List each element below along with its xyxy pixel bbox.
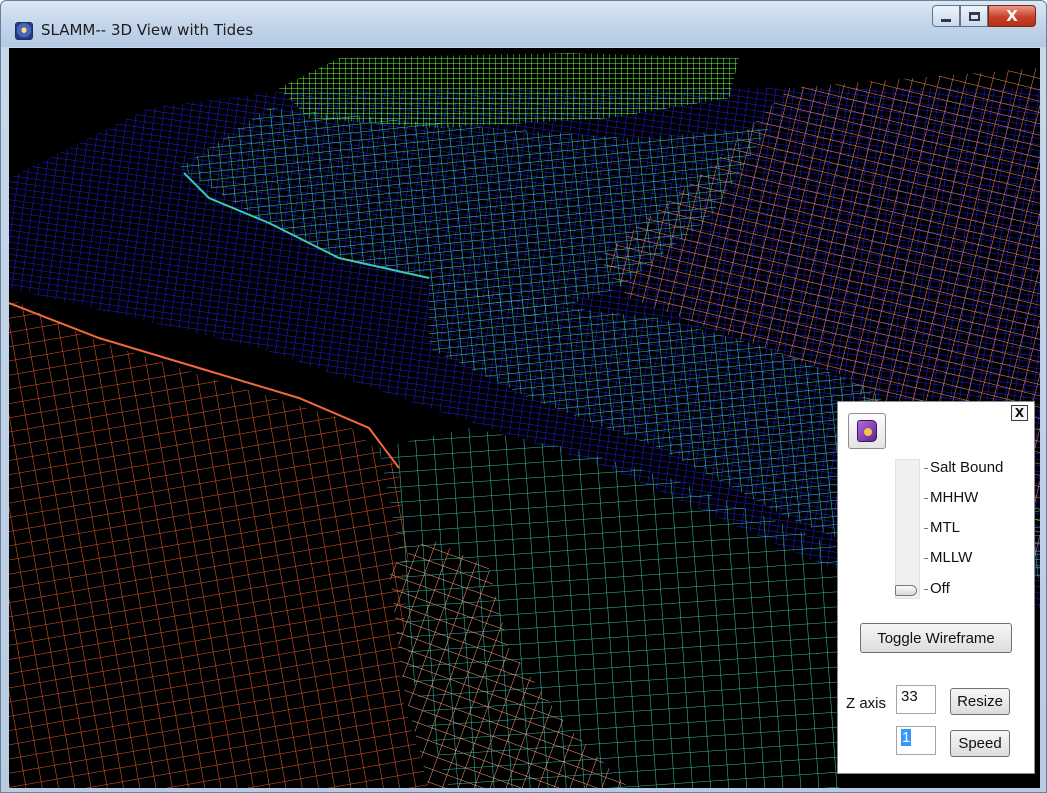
resize-button[interactable]: Resize [950, 688, 1010, 715]
tide-level-mtl[interactable]: MTL [924, 519, 960, 536]
z-axis-input[interactable]: 33 [896, 685, 936, 714]
marsh-edge-ridge [183, 172, 430, 279]
tide-level-salt-bound[interactable]: Salt Bound [923, 459, 1004, 476]
z-axis-value: 33 [901, 688, 918, 705]
app-icon[interactable] [15, 22, 33, 40]
speed-button[interactable]: Speed [950, 730, 1010, 757]
maximize-icon [968, 11, 980, 21]
minimize-button[interactable] [932, 5, 960, 27]
upland-mesh-ridge [389, 538, 629, 788]
help-button[interactable] [848, 413, 886, 449]
z-axis-label: Z axis [846, 695, 887, 712]
minimize-icon [941, 18, 951, 22]
tide-control-panel: X Salt Bound MHHW MTL MLLW Off Toggle Wi… [837, 401, 1035, 774]
tide-level-mhhw[interactable]: MHHW [923, 489, 979, 506]
caption-buttons: X [932, 5, 1036, 27]
tide-level-off[interactable]: Off [924, 580, 950, 597]
tide-level-mllw[interactable]: MLLW [923, 549, 973, 566]
window-title: SLAMM-- 3D View with Tides [41, 21, 254, 39]
book-icon [857, 420, 877, 442]
close-button[interactable]: X [988, 5, 1036, 27]
title-bar[interactable]: SLAMM-- 3D View with Tides X [1, 1, 1046, 47]
panel-close-button[interactable]: X [1011, 405, 1028, 421]
shoreline-ridge [9, 302, 400, 469]
upland-mesh-southwest [9, 298, 429, 788]
marsh-mesh-north [179, 108, 769, 318]
maximize-button[interactable] [960, 5, 988, 27]
close-icon: X [1006, 6, 1018, 25]
toggle-wireframe-button[interactable]: Toggle Wireframe [860, 623, 1012, 653]
tide-level-slider[interactable] [895, 459, 920, 599]
speed-input[interactable]: 1 [896, 726, 936, 755]
tide-slider-thumb[interactable] [895, 585, 917, 596]
speed-value: 1 [901, 729, 912, 746]
high-ground-mesh [279, 53, 739, 128]
